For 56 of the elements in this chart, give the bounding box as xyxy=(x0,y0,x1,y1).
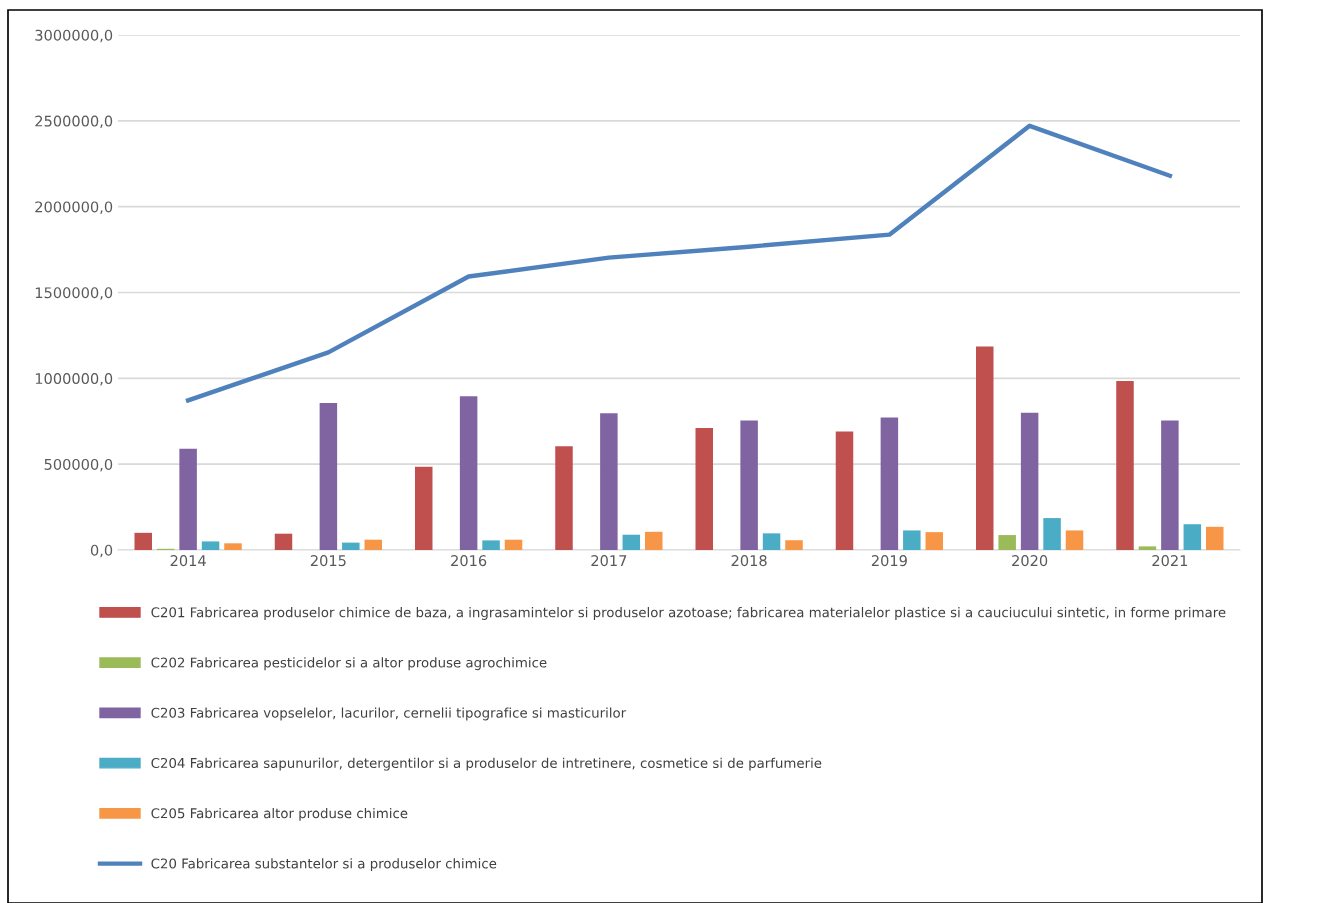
bar xyxy=(482,540,500,550)
bar xyxy=(903,530,921,550)
bar xyxy=(224,543,242,550)
x-tick-label: 2017 xyxy=(591,555,627,567)
bar xyxy=(319,402,338,550)
line-series xyxy=(185,123,1173,403)
bar xyxy=(1138,546,1157,550)
x-tick-label: 2015 xyxy=(310,555,346,567)
bar xyxy=(1206,526,1224,550)
x-tick-label: 2018 xyxy=(731,555,767,567)
bar xyxy=(740,420,758,550)
bar xyxy=(364,539,383,550)
bar xyxy=(835,431,854,550)
x-tick-label: 2021 xyxy=(1152,555,1188,567)
bar xyxy=(201,541,220,550)
bar xyxy=(600,413,618,550)
bar xyxy=(459,396,478,550)
bar xyxy=(134,532,152,550)
bar xyxy=(414,466,433,550)
y-tick-label: 3000000,0 xyxy=(35,29,113,43)
x-tick-label: 2020 xyxy=(1012,555,1048,567)
bar xyxy=(785,540,803,550)
bar xyxy=(555,446,573,550)
bar xyxy=(695,428,713,550)
legend-label: C204 Fabricarea sapunurilor, detergentilor si a produselor de intretinere, cosmetice si de parfumerie xyxy=(151,757,822,771)
y-tick-label: 1500000,0 xyxy=(35,287,113,300)
bar xyxy=(179,448,197,550)
bar xyxy=(1161,420,1179,550)
bar xyxy=(998,535,1016,550)
bar xyxy=(925,532,944,550)
bar xyxy=(1043,518,1061,550)
bar xyxy=(274,533,293,550)
legend-label: C203 Fabricarea vopselelor, lacurilor, cernelii tipografice si masticurilor xyxy=(151,707,627,721)
bar xyxy=(504,539,523,550)
bar xyxy=(342,542,360,550)
y-tick-label: 1000000,0 xyxy=(35,373,113,386)
y-tick-label: 0,0 xyxy=(90,544,113,558)
bar xyxy=(1065,530,1084,550)
bar xyxy=(880,417,899,550)
x-tick-label: 2019 xyxy=(871,555,907,567)
x-tick-label: 2014 xyxy=(170,555,206,567)
legend-label: C202 Fabricarea pesticidelor si a altor produse agrochimice xyxy=(151,657,547,671)
y-tick-label: 2000000,0 xyxy=(35,201,113,214)
bar xyxy=(622,534,641,550)
y-tick-label: 500000,0 xyxy=(44,458,113,472)
legend-label: C205 Fabricarea altor produse chimice xyxy=(151,807,408,821)
y-tick-label: 2500000,0 xyxy=(35,115,113,129)
bar xyxy=(762,533,781,550)
legend-label: C20 Fabricarea substantelor si a produselor chimice xyxy=(151,858,497,872)
bar xyxy=(1183,524,1202,550)
x-tick-label: 2016 xyxy=(451,555,487,567)
bar xyxy=(1116,380,1134,550)
bar xyxy=(975,346,994,550)
legend-label: C201 Fabricarea produselor chimice de baza, a ingrasamintelor si produselor azotoase; fabricarea materialelor plastice si a cauciucului sintetic, in forme primare xyxy=(151,607,1226,620)
bar xyxy=(645,531,663,550)
bar xyxy=(1020,412,1039,550)
